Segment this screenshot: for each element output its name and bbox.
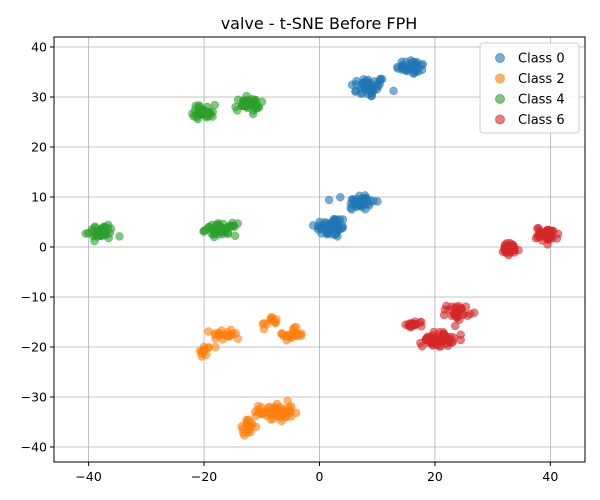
legend-entry: Class 4 bbox=[518, 93, 565, 108]
legend-entry: Class 2 bbox=[518, 72, 565, 87]
data-point bbox=[454, 302, 464, 311]
data-point bbox=[418, 60, 428, 69]
data-point bbox=[230, 231, 240, 241]
data-point bbox=[431, 337, 440, 347]
data-point bbox=[248, 109, 258, 119]
y-tick-label: 20 bbox=[31, 140, 47, 155]
data-point bbox=[281, 405, 291, 414]
series-class-6 bbox=[401, 223, 563, 351]
data-point bbox=[282, 336, 291, 345]
data-point bbox=[399, 64, 408, 74]
y-tick-label: 30 bbox=[31, 90, 47, 105]
data-point bbox=[237, 101, 247, 111]
data-point bbox=[547, 234, 557, 243]
data-point bbox=[411, 67, 421, 76]
data-point bbox=[334, 222, 343, 232]
data-point bbox=[206, 109, 215, 119]
y-tick-label: −30 bbox=[21, 390, 47, 405]
x-tick-label: −40 bbox=[75, 469, 101, 484]
data-point bbox=[199, 227, 208, 236]
data-point bbox=[373, 82, 383, 91]
y-tick-label: 10 bbox=[31, 190, 47, 205]
legend-box bbox=[479, 42, 580, 134]
data-point bbox=[327, 230, 337, 239]
x-tick-label: 20 bbox=[427, 469, 443, 484]
data-point bbox=[367, 91, 377, 100]
data-point bbox=[81, 229, 90, 238]
data-point bbox=[355, 201, 364, 210]
data-point bbox=[373, 197, 382, 206]
series-class-4 bbox=[81, 91, 267, 246]
data-point bbox=[509, 244, 519, 254]
data-point bbox=[243, 428, 253, 437]
data-point bbox=[251, 407, 260, 417]
x-tick-label: −20 bbox=[191, 469, 217, 484]
legend-marker bbox=[495, 73, 505, 84]
data-point bbox=[211, 330, 221, 340]
data-point bbox=[265, 408, 275, 417]
data-point bbox=[91, 231, 100, 240]
data-point bbox=[360, 194, 369, 204]
chart-title: valve - t-SNE Before FPH bbox=[221, 14, 418, 33]
data-point bbox=[447, 302, 456, 312]
data-point bbox=[197, 348, 207, 358]
data-point bbox=[192, 112, 202, 122]
data-points bbox=[81, 56, 563, 440]
x-axis: −40 −20 0 20 40 bbox=[75, 462, 558, 484]
data-point bbox=[190, 105, 200, 115]
data-point bbox=[288, 329, 298, 339]
y-tick-label: −40 bbox=[21, 440, 47, 455]
data-point bbox=[204, 327, 213, 336]
legend: Class 0 Class 2 Class 4 Class 6 bbox=[479, 42, 580, 134]
data-point bbox=[226, 330, 236, 340]
x-tick-label: 40 bbox=[542, 469, 558, 484]
data-point bbox=[547, 226, 556, 236]
data-point bbox=[408, 57, 417, 67]
data-point bbox=[100, 228, 110, 238]
data-point bbox=[245, 98, 254, 107]
legend-entry: Class 0 bbox=[518, 52, 565, 67]
series-class-0 bbox=[308, 56, 428, 241]
data-point bbox=[456, 335, 465, 345]
data-point bbox=[351, 86, 360, 96]
data-point bbox=[352, 76, 361, 86]
data-point bbox=[277, 412, 286, 422]
data-point bbox=[469, 308, 479, 317]
data-point bbox=[199, 105, 208, 115]
data-point bbox=[416, 338, 425, 348]
data-point bbox=[115, 232, 124, 241]
data-point bbox=[449, 310, 459, 320]
legend-marker bbox=[495, 114, 505, 125]
y-tick-label: −20 bbox=[21, 340, 47, 355]
legend-entry: Class 6 bbox=[518, 113, 565, 128]
y-tick-label: 40 bbox=[31, 40, 47, 55]
data-point bbox=[336, 192, 345, 202]
data-point bbox=[210, 100, 220, 110]
y-axis: −40 −30 −20 −10 0 10 20 30 40 bbox=[21, 40, 54, 455]
data-point bbox=[223, 228, 233, 238]
data-point bbox=[498, 247, 508, 256]
y-tick-label: 0 bbox=[39, 240, 47, 255]
data-point bbox=[297, 329, 306, 338]
data-point bbox=[324, 195, 334, 205]
data-point bbox=[347, 205, 356, 214]
data-point bbox=[315, 217, 324, 227]
y-tick-label: −10 bbox=[21, 290, 47, 305]
data-point bbox=[259, 324, 269, 334]
legend-marker bbox=[495, 53, 505, 63]
data-point bbox=[271, 318, 280, 328]
data-point bbox=[537, 231, 546, 241]
data-point bbox=[377, 74, 387, 84]
x-tick-label: 0 bbox=[316, 469, 324, 484]
legend-marker bbox=[495, 94, 505, 104]
series-class-2 bbox=[195, 313, 306, 440]
data-point bbox=[389, 86, 398, 96]
data-point bbox=[450, 321, 460, 331]
data-point bbox=[405, 320, 414, 329]
data-point bbox=[213, 228, 223, 237]
